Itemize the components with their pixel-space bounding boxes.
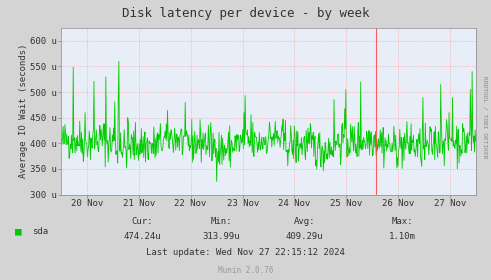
Text: 409.29u: 409.29u — [286, 232, 323, 241]
Text: ■: ■ — [15, 226, 22, 236]
Text: Disk latency per device - by week: Disk latency per device - by week — [122, 7, 369, 20]
Text: Last update: Wed Nov 27 22:15:12 2024: Last update: Wed Nov 27 22:15:12 2024 — [146, 248, 345, 257]
Text: 474.24u: 474.24u — [124, 232, 161, 241]
Text: RRDTOOL / TOBI OETIKER: RRDTOOL / TOBI OETIKER — [482, 76, 487, 158]
Text: Max:: Max: — [392, 217, 413, 226]
Text: sda: sda — [32, 227, 48, 235]
Text: Avg:: Avg: — [294, 217, 315, 226]
Text: Cur:: Cur: — [132, 217, 153, 226]
Y-axis label: Average IO Wait (seconds): Average IO Wait (seconds) — [19, 44, 27, 178]
Text: Min:: Min: — [210, 217, 232, 226]
Text: 313.99u: 313.99u — [202, 232, 240, 241]
Text: Munin 2.0.76: Munin 2.0.76 — [218, 266, 273, 275]
Text: 1.10m: 1.10m — [389, 232, 416, 241]
